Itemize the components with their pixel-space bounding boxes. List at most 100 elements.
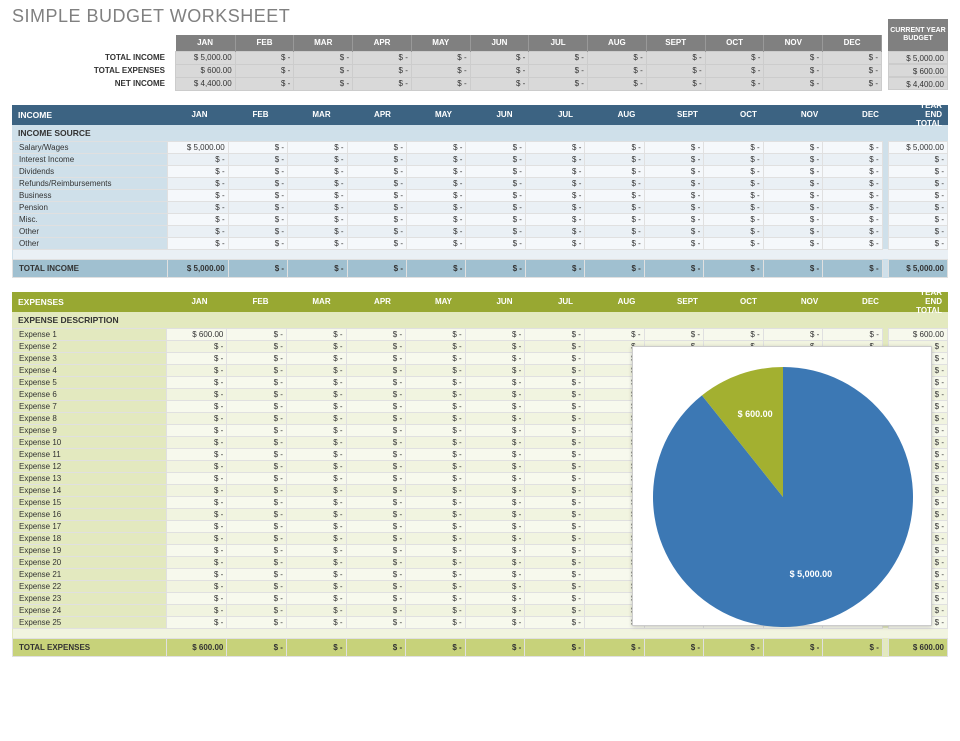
data-cell[interactable]: $ - bbox=[286, 388, 346, 400]
data-cell[interactable]: $ - bbox=[763, 153, 822, 165]
data-cell[interactable]: $ - bbox=[288, 259, 347, 277]
data-cell[interactable]: $ - bbox=[525, 201, 584, 213]
summary-cell[interactable]: $ - bbox=[294, 51, 353, 64]
summary-cell[interactable]: $ - bbox=[353, 51, 412, 64]
data-cell[interactable]: $ - bbox=[346, 412, 406, 424]
summary-cell[interactable]: $ - bbox=[470, 77, 529, 90]
data-cell[interactable]: $ - bbox=[644, 237, 703, 249]
data-cell[interactable]: $ - bbox=[346, 556, 406, 568]
data-cell[interactable]: $ - bbox=[228, 201, 287, 213]
data-cell[interactable]: $ - bbox=[167, 592, 227, 604]
data-cell[interactable]: $ - bbox=[525, 376, 585, 388]
data-cell[interactable]: $ - bbox=[227, 556, 287, 568]
data-cell[interactable]: $ - bbox=[763, 259, 822, 277]
data-cell[interactable]: $ - bbox=[585, 259, 644, 277]
data-cell[interactable]: $ - bbox=[227, 604, 287, 616]
data-cell[interactable]: $ - bbox=[465, 568, 525, 580]
data-cell[interactable]: $ - bbox=[167, 604, 227, 616]
data-cell[interactable]: $ - bbox=[466, 237, 525, 249]
data-cell[interactable]: $ - bbox=[168, 225, 228, 237]
data-cell[interactable]: $ - bbox=[406, 592, 466, 604]
data-cell[interactable]: $ - bbox=[525, 496, 585, 508]
data-cell[interactable]: $ - bbox=[167, 400, 227, 412]
summary-cell[interactable]: $ - bbox=[646, 51, 705, 64]
data-cell[interactable]: $ - bbox=[465, 424, 525, 436]
data-cell[interactable]: $ - bbox=[644, 638, 704, 656]
data-cell[interactable]: $ - bbox=[525, 340, 585, 352]
data-cell[interactable]: $ - bbox=[167, 448, 227, 460]
data-cell[interactable]: $ - bbox=[406, 352, 466, 364]
data-cell[interactable]: $ - bbox=[346, 388, 406, 400]
data-cell[interactable]: $ - bbox=[407, 237, 466, 249]
data-cell[interactable]: $ - bbox=[763, 177, 822, 189]
data-cell[interactable]: $ - bbox=[525, 328, 585, 340]
data-cell[interactable]: $ - bbox=[167, 544, 227, 556]
data-cell[interactable]: $ - bbox=[347, 259, 406, 277]
data-cell[interactable]: $ - bbox=[346, 532, 406, 544]
summary-cell[interactable]: $ - bbox=[705, 77, 764, 90]
data-cell[interactable]: $ - bbox=[228, 225, 287, 237]
data-cell[interactable]: $ - bbox=[585, 141, 644, 153]
data-cell[interactable]: $ - bbox=[346, 616, 406, 628]
data-cell[interactable]: $ - bbox=[168, 165, 228, 177]
summary-cell[interactable]: $ - bbox=[587, 77, 646, 90]
data-cell[interactable]: $ - bbox=[228, 141, 287, 153]
data-cell[interactable]: $ - bbox=[465, 412, 525, 424]
data-cell[interactable]: $ - bbox=[823, 141, 882, 153]
summary-cell[interactable]: $ - bbox=[823, 51, 882, 64]
data-cell[interactable]: $ - bbox=[823, 638, 883, 656]
data-cell[interactable]: $ - bbox=[704, 153, 763, 165]
data-cell[interactable]: $ - bbox=[227, 340, 287, 352]
data-cell[interactable]: $ - bbox=[227, 412, 287, 424]
data-cell[interactable]: $ - bbox=[167, 352, 227, 364]
summary-cell[interactable]: $ - bbox=[353, 77, 412, 90]
summary-cell[interactable]: $ - bbox=[411, 77, 470, 90]
data-cell[interactable]: $ - bbox=[167, 460, 227, 472]
data-cell[interactable]: $ - bbox=[644, 141, 703, 153]
data-cell[interactable]: $ - bbox=[346, 496, 406, 508]
data-cell[interactable]: $ - bbox=[167, 412, 227, 424]
data-cell[interactable]: $ - bbox=[286, 328, 346, 340]
data-cell[interactable]: $ - bbox=[167, 616, 227, 628]
data-cell[interactable]: $ - bbox=[585, 153, 644, 165]
data-cell[interactable]: $ - bbox=[347, 165, 406, 177]
data-cell[interactable]: $ - bbox=[227, 448, 287, 460]
data-cell[interactable]: $ - bbox=[167, 568, 227, 580]
data-cell[interactable]: $ - bbox=[227, 532, 287, 544]
summary-cell[interactable]: $ - bbox=[235, 64, 294, 77]
data-cell[interactable]: $ - bbox=[763, 189, 822, 201]
data-cell[interactable]: $ - bbox=[823, 201, 882, 213]
data-cell[interactable]: $ - bbox=[584, 328, 644, 340]
summary-cell[interactable]: $ - bbox=[294, 64, 353, 77]
data-cell[interactable]: $ - bbox=[406, 616, 466, 628]
data-cell[interactable]: $ - bbox=[407, 165, 466, 177]
data-cell[interactable]: $ - bbox=[525, 568, 585, 580]
data-cell[interactable]: $ - bbox=[465, 436, 525, 448]
data-cell[interactable]: $ - bbox=[286, 352, 346, 364]
data-cell[interactable]: $ - bbox=[286, 556, 346, 568]
data-cell[interactable]: $ - bbox=[407, 141, 466, 153]
data-cell[interactable]: $ - bbox=[525, 177, 584, 189]
summary-cell[interactable]: $ - bbox=[411, 64, 470, 77]
data-cell[interactable]: $ - bbox=[227, 472, 287, 484]
data-cell[interactable]: $ - bbox=[466, 259, 525, 277]
data-cell[interactable]: $ - bbox=[286, 448, 346, 460]
data-cell[interactable]: $ - bbox=[406, 580, 466, 592]
data-cell[interactable]: $ - bbox=[227, 328, 287, 340]
data-cell[interactable]: $ - bbox=[525, 352, 585, 364]
data-cell[interactable]: $ - bbox=[167, 472, 227, 484]
data-cell[interactable]: $ - bbox=[704, 165, 763, 177]
data-cell[interactable]: $ - bbox=[286, 472, 346, 484]
data-cell[interactable]: $ - bbox=[228, 177, 287, 189]
data-cell[interactable]: $ - bbox=[286, 532, 346, 544]
data-cell[interactable]: $ - bbox=[763, 638, 823, 656]
summary-cell[interactable]: $ - bbox=[823, 64, 882, 77]
data-cell[interactable]: $ - bbox=[346, 508, 406, 520]
data-cell[interactable]: $ - bbox=[227, 400, 287, 412]
data-cell[interactable]: $ - bbox=[525, 237, 584, 249]
data-cell[interactable]: $ - bbox=[406, 496, 466, 508]
summary-cell[interactable]: $ 5,000.00 bbox=[176, 51, 236, 64]
data-cell[interactable]: $ - bbox=[227, 520, 287, 532]
data-cell[interactable]: $ - bbox=[704, 225, 763, 237]
data-cell[interactable]: $ - bbox=[406, 424, 466, 436]
